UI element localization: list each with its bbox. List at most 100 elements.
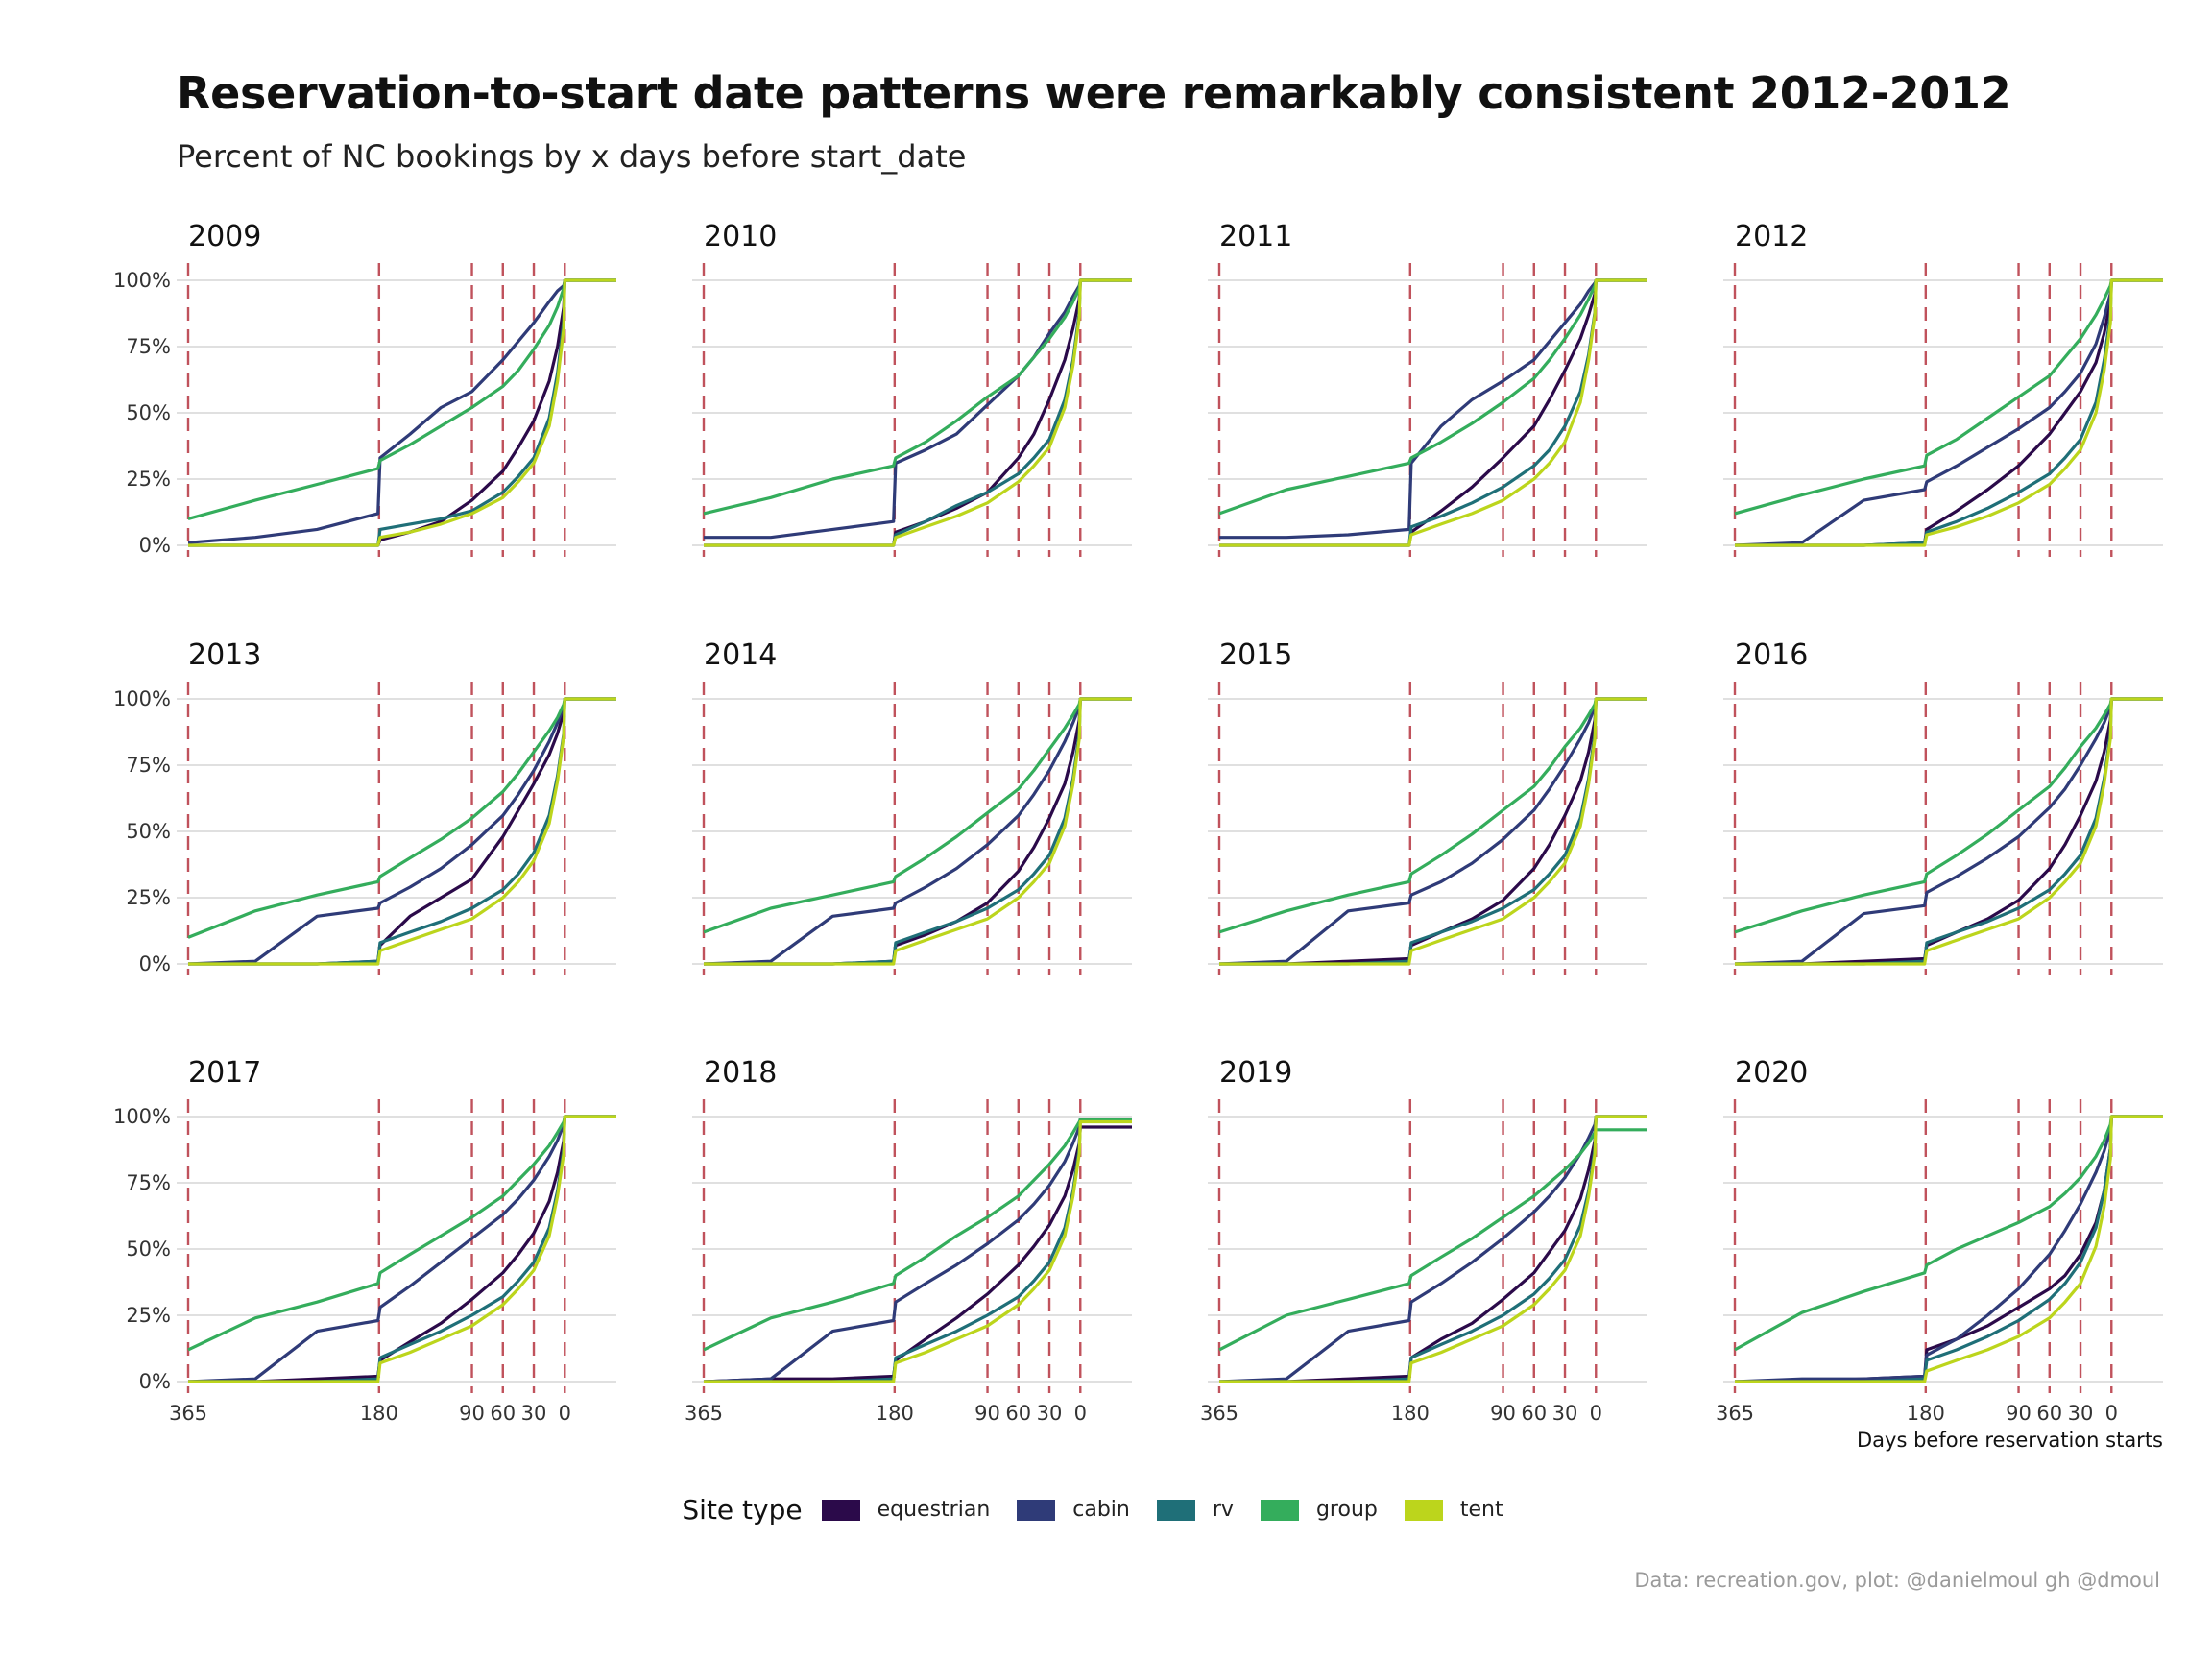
series-line-cabin: [187, 278, 616, 544]
legend-swatch-cabin: [1017, 1499, 1056, 1521]
y-tick-label: 75%: [126, 335, 171, 358]
series-line-tent: [1219, 1115, 1647, 1383]
x-tick-label: 90: [1490, 1402, 1516, 1425]
facet-panel-2017: 2017 0% 25% 50% 75% 100% 365 180 90 60 30 0: [113, 1056, 616, 1425]
x-tick-label: 30: [1552, 1402, 1578, 1425]
legend-swatch-rv: [1156, 1499, 1195, 1521]
facet-title: 2020: [1735, 1056, 1808, 1090]
legend: Site type equestrian cabin rv group tent: [0, 1494, 2212, 1526]
y-tick-label: 50%: [126, 401, 171, 424]
series-line-cabin: [1218, 1115, 1647, 1383]
x-tick-label: 60: [490, 1402, 516, 1425]
y-tick-label: 100%: [113, 1105, 171, 1128]
x-tick-label: 60: [2036, 1402, 2062, 1425]
series-line-cabin: [1734, 278, 2163, 547]
series-line-cabin: [187, 697, 616, 966]
facet-panel-2011: 2011: [1208, 220, 1647, 557]
y-tick-label: 100%: [113, 687, 171, 710]
series-line-equestrian: [188, 1115, 616, 1383]
series-line-cabin: [1218, 697, 1647, 966]
series-line-group: [703, 1118, 1132, 1352]
facet-panel-2009: 2009 0% 25% 50% 75% 100%: [113, 220, 616, 557]
series-line-equestrian: [703, 1125, 1132, 1383]
x-tick-label: 180: [1907, 1402, 1945, 1425]
series-line-tent: [1735, 1115, 2163, 1383]
x-tick-label: 180: [876, 1402, 914, 1425]
facet-title: 2012: [1735, 220, 1808, 253]
series-line-equestrian: [1735, 697, 2163, 966]
facet-title: 2010: [704, 220, 777, 253]
x-tick-label: 30: [2068, 1402, 2094, 1425]
x-axis-title: Days before reservation starts: [1857, 1429, 2163, 1452]
facet-panel-2014: 2014: [692, 638, 1132, 975]
x-tick-label: 90: [459, 1402, 485, 1425]
y-tick-label: 50%: [126, 820, 171, 843]
legend-title: Site type: [682, 1494, 803, 1526]
facet-title: 2011: [1219, 220, 1292, 253]
series-line-tent: [704, 697, 1132, 966]
y-tick-label: 75%: [126, 754, 171, 777]
legend-item-group: group: [1260, 1498, 1378, 1522]
series-line-tent: [1735, 278, 2163, 547]
x-tick-label: 0: [1590, 1402, 1602, 1425]
facet-panel-2018: 2018 365 180 90 60 30 0: [685, 1056, 1132, 1425]
series-line-tent: [704, 278, 1132, 547]
facet-title: 2017: [188, 1056, 261, 1090]
series-line-tent: [188, 697, 616, 966]
x-tick-label: 30: [521, 1402, 547, 1425]
x-tick-label: 90: [974, 1402, 1000, 1425]
y-tick-label: 0%: [139, 534, 171, 557]
x-tick-label: 0: [1074, 1402, 1087, 1425]
y-tick-label: 50%: [126, 1238, 171, 1261]
data-source-caption: Data: recreation.gov, plot: @danielmoul …: [1634, 1569, 2160, 1592]
x-tick-label: 60: [1521, 1402, 1547, 1425]
legend-item-cabin: cabin: [1017, 1498, 1130, 1522]
series-line-tent: [1219, 278, 1647, 547]
x-tick-label: 60: [1005, 1402, 1031, 1425]
y-tick-label: 25%: [126, 886, 171, 909]
series-line-group: [1218, 697, 1647, 934]
y-tick-label: 75%: [126, 1171, 171, 1194]
legend-swatch-tent: [1404, 1499, 1443, 1521]
legend-label-group: group: [1315, 1498, 1378, 1522]
facet-panel-2010: 2010: [692, 220, 1132, 557]
facet-panel-2019: 2019 365 180 90 60 30 0: [1200, 1056, 1647, 1425]
series-line-cabin: [1219, 278, 1647, 540]
series-line-group: [187, 697, 616, 939]
x-tick-label: 90: [2006, 1402, 2032, 1425]
series-line-group: [1218, 1128, 1647, 1352]
facet-panel-2016: 2016: [1723, 638, 2163, 975]
series-line-cabin: [187, 1115, 616, 1383]
series-line-group: [187, 1115, 616, 1352]
series-line-tent: [704, 1119, 1132, 1383]
series-line-group: [1734, 1115, 2163, 1352]
x-tick-label: 365: [1716, 1402, 1754, 1425]
legend-label-tent: tent: [1459, 1498, 1503, 1522]
x-tick-label: 0: [2105, 1402, 2118, 1425]
series-line-cabin: [1734, 1115, 2163, 1383]
series-line-equestrian: [1219, 697, 1647, 966]
facet-title: 2014: [704, 638, 777, 672]
legend-item-equestrian: equestrian: [821, 1498, 991, 1522]
x-tick-label: 30: [1037, 1402, 1063, 1425]
series-line-cabin: [703, 1118, 1132, 1383]
facet-title: 2013: [188, 638, 261, 672]
series-line-tent: [1219, 697, 1647, 966]
chart-subtitle: Percent of NC bookings by x days before …: [177, 138, 967, 175]
x-tick-label: 0: [559, 1402, 571, 1425]
legend-label-equestrian: equestrian: [877, 1498, 991, 1522]
series-line-group: [703, 278, 1132, 516]
series-line-group: [1218, 278, 1647, 516]
series-line-cabin: [704, 278, 1132, 540]
series-line-tent: [188, 278, 616, 547]
series-line-group: [1734, 278, 2163, 516]
facet-panel-2015: 2015: [1208, 638, 1647, 975]
series-line-group: [1734, 697, 2163, 934]
facet-title: 2018: [704, 1056, 777, 1090]
legend-item-rv: rv: [1156, 1498, 1234, 1522]
y-tick-label: 0%: [139, 952, 171, 975]
y-tick-label: 25%: [126, 1304, 171, 1327]
series-line-tent: [1735, 697, 2163, 966]
x-tick-label: 365: [1200, 1402, 1238, 1425]
series-line-tent: [188, 1115, 616, 1383]
